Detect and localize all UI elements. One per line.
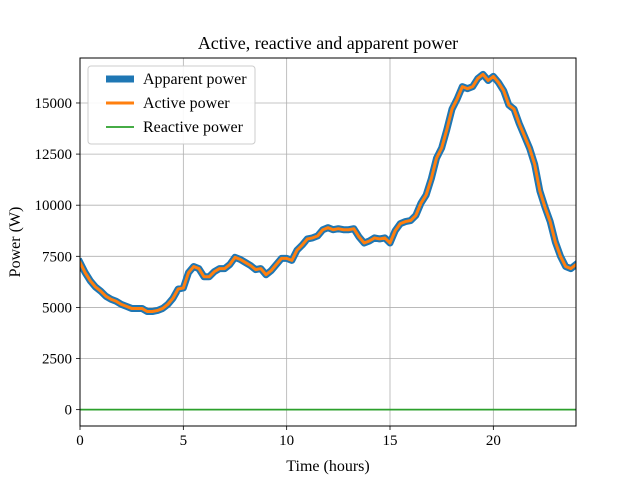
x-tick-label: 0: [76, 433, 84, 449]
plot-area: [80, 70, 576, 411]
x-tick-label: 20: [486, 433, 501, 449]
plot-frame: [79, 57, 577, 427]
y-tick-label: 5000: [42, 300, 72, 316]
legend: Apparent power Active power Reactive power: [87, 65, 256, 145]
x-tick-label: 15: [383, 433, 398, 449]
chart-title: Active, reactive and apparent power: [198, 33, 458, 53]
y-tick-label: 2500: [42, 352, 72, 368]
legend-label: Apparent power: [143, 71, 247, 88]
x-axis-label: Time (hours): [286, 458, 369, 475]
series-line-active-power: [80, 72, 576, 314]
y-tick-label: 0: [65, 403, 73, 419]
y-tick-label: 7500: [42, 249, 72, 265]
legend-label: Active power: [143, 95, 230, 112]
x-tick-label: 5: [180, 433, 188, 449]
legend-box: [87, 65, 256, 145]
y-axis: 0 2500 5000 7500 10000 12500 15000: [35, 96, 80, 419]
y-tick-label: 15000: [35, 96, 73, 112]
y-tick-label: 12500: [35, 147, 73, 163]
y-tick-label: 10000: [35, 198, 73, 214]
legend-label: Reactive power: [143, 119, 244, 136]
x-axis: 0 5 10 15 20: [76, 426, 501, 449]
x-tick-label: 10: [279, 433, 294, 449]
y-axis-label: Power (W): [7, 207, 24, 278]
